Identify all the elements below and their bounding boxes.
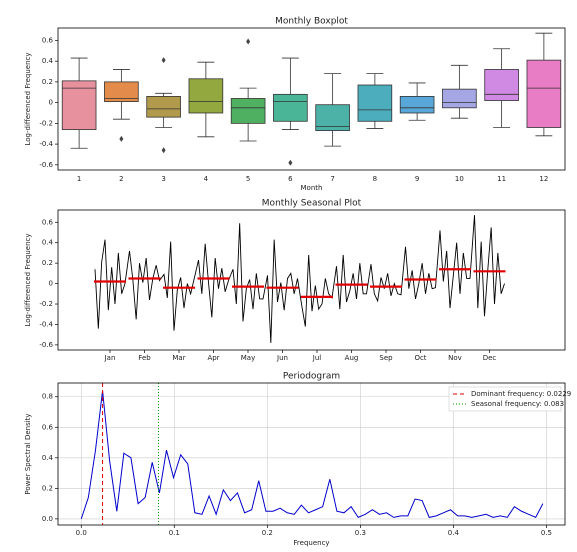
outlier <box>119 135 124 142</box>
y-tick-label: 0.4 <box>42 454 54 462</box>
x-tick-label: 11 <box>497 175 506 183</box>
x-tick-label: May <box>241 354 255 362</box>
spectrum-line <box>80 390 544 520</box>
y-tick-label: 0.2 <box>42 78 53 86</box>
y-tick-label: 0 <box>49 280 53 288</box>
x-tick-label: Dec <box>483 354 497 362</box>
outlier <box>161 57 166 64</box>
x-tick-label: Oct <box>414 354 426 362</box>
x-tick-label: Jan <box>104 354 116 362</box>
y-tick-label: 0.8 <box>42 393 53 401</box>
x-tick-label: 12 <box>539 175 548 183</box>
y-tick-label: -0.4 <box>39 320 53 328</box>
legend-box <box>448 386 562 412</box>
y-tick-label: 0.0 <box>42 515 53 523</box>
box <box>230 98 266 124</box>
box <box>104 81 139 102</box>
x-tick-label: Feb <box>138 354 151 362</box>
legend-label: Seasonal frequency: 0.083 <box>471 400 564 408</box>
box <box>526 59 562 128</box>
x-tick-label: 4 <box>204 175 209 183</box>
box <box>188 78 224 114</box>
y-tick-label: 0.4 <box>42 57 54 65</box>
y-tick-label: 0.2 <box>42 484 53 492</box>
x-tick-label: 10 <box>455 175 464 183</box>
seasonal-line <box>94 215 505 343</box>
x-tick-label: Jul <box>312 354 322 362</box>
y-tick-label: -0.4 <box>39 140 53 148</box>
x-axis-label: Frequency <box>293 539 329 547</box>
x-tick-label: 0.4 <box>448 529 460 537</box>
y-tick-label: -0.6 <box>39 341 53 349</box>
y-tick-label: -0.2 <box>39 300 53 308</box>
x-tick-label: 8 <box>373 175 377 183</box>
y-tick-label: -0.6 <box>39 161 53 169</box>
chart-title: Monthly Seasonal Plot <box>262 199 362 209</box>
x-tick-label: 0.2 <box>262 529 273 537</box>
x-tick-label: Sep <box>379 354 393 362</box>
x-tick-label: Apr <box>207 354 219 362</box>
x-tick-label: 1 <box>77 175 81 183</box>
box <box>357 84 393 122</box>
x-tick-label: 3 <box>161 175 165 183</box>
y-axis-label: Log-differenced Frequency <box>24 234 32 327</box>
y-axis-label: Power Spectral Density <box>24 413 32 494</box>
y-tick-label: 0 <box>49 99 53 107</box>
box <box>61 80 97 130</box>
x-tick-label: Jun <box>276 354 288 362</box>
box <box>146 96 181 118</box>
outlier <box>288 159 293 166</box>
x-tick-label: 5 <box>246 175 250 183</box>
plot-frame <box>57 382 566 526</box>
box <box>399 96 435 114</box>
x-tick-label: 0.0 <box>76 529 87 537</box>
x-tick-label: 2 <box>119 175 123 183</box>
chart-title: Monthly Boxplot <box>275 17 348 27</box>
x-tick-label: 9 <box>415 175 419 183</box>
outlier <box>161 147 166 154</box>
plot-frame <box>57 209 566 351</box>
y-tick-label: 0.4 <box>42 239 54 247</box>
y-tick-label: 0.6 <box>42 218 54 226</box>
box <box>484 69 519 101</box>
box <box>273 93 308 122</box>
outlier <box>246 38 251 45</box>
x-tick-label: 0.5 <box>541 529 552 537</box>
chart-title: Periodogram <box>283 372 340 382</box>
box <box>442 88 477 109</box>
y-tick-label: -0.2 <box>39 119 53 127</box>
legend-label: Dominant frequency: 0.0229 <box>471 390 571 398</box>
x-tick-label: 7 <box>330 175 334 183</box>
y-tick-label: 0.6 <box>42 423 54 431</box>
plot-frame <box>57 27 566 171</box>
x-tick-label: 0.3 <box>355 529 366 537</box>
y-tick-label: 0.6 <box>42 36 54 44</box>
x-tick-label: 0.1 <box>169 529 180 537</box>
x-tick-label: Nov <box>448 354 462 362</box>
y-axis-label: Log-differenced Frequency <box>24 53 32 146</box>
x-tick-label: Mar <box>172 354 185 362</box>
y-tick-label: 0.2 <box>42 259 53 267</box>
x-tick-label: Aug <box>345 354 359 362</box>
x-axis-label: Month <box>301 184 323 192</box>
x-tick-label: 6 <box>288 175 293 183</box>
